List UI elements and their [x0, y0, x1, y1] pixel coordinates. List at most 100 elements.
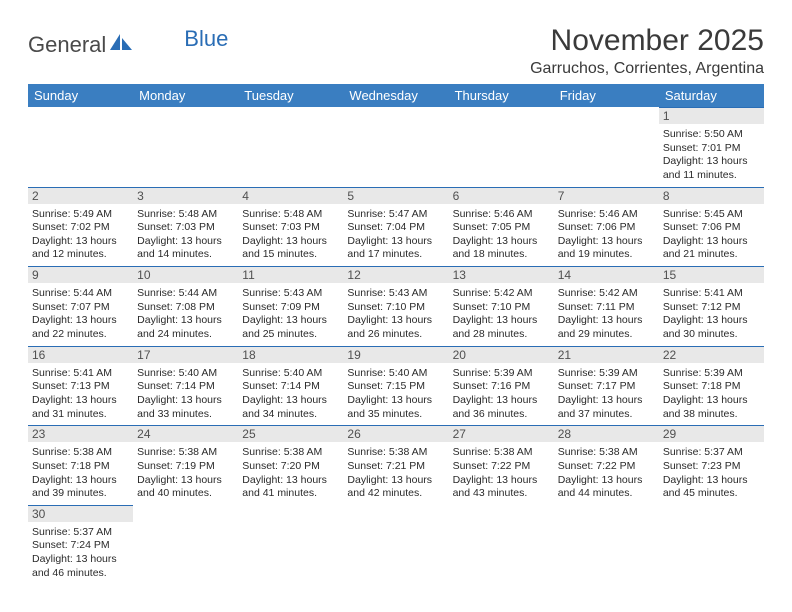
calendar-cell: 9 Sunrise: 5:44 AMSunset: 7:07 PMDaylight… [28, 266, 133, 346]
detail-line: Daylight: 13 hours [137, 314, 234, 328]
detail-line: Daylight: 13 hours [32, 235, 129, 249]
day-details: Sunrise: 5:45 AMSunset: 7:06 PMDaylight:… [659, 206, 764, 267]
detail-line: Sunrise: 5:47 AM [347, 208, 444, 222]
detail-line: and 29 minutes. [558, 328, 655, 342]
day-number: 29 [659, 425, 764, 442]
calendar-cell: 6Sunrise: 5:46 AMSunset: 7:05 PMDaylight… [449, 187, 554, 267]
detail-line: Sunset: 7:02 PM [32, 221, 129, 235]
detail-line: and 37 minutes. [558, 408, 655, 422]
calendar-cell [449, 107, 554, 187]
weekday-header: Tuesday [238, 84, 343, 107]
detail-line: and 14 minutes. [137, 248, 234, 262]
calendar-table: SundayMondayTuesdayWednesdayThursdayFrid… [28, 84, 764, 584]
calendar-cell [133, 107, 238, 187]
day-number: 27 [449, 425, 554, 442]
calendar-row: 1 Sunrise: 5:50 AMSunset: 7:01 PMDaylight… [28, 107, 764, 187]
detail-line: Daylight: 13 hours [347, 394, 444, 408]
location-text: Garruchos, Corrientes, Argentina [530, 60, 764, 78]
detail-line: and 12 minutes. [32, 248, 129, 262]
day-details: Sunrise: 5:44 AMSunset: 7:07 PMDaylight:… [28, 285, 133, 346]
detail-line: Daylight: 13 hours [663, 474, 760, 488]
day-number: 28 [554, 425, 659, 442]
detail-line: Daylight: 13 hours [242, 314, 339, 328]
detail-line: Daylight: 13 hours [137, 474, 234, 488]
detail-line: Sunrise: 5:44 AM [32, 287, 129, 301]
calendar-cell: 29 Sunrise: 5:37 AMSunset: 7:23 PMDayligh… [659, 425, 764, 505]
day-details: Sunrise: 5:50 AMSunset: 7:01 PMDaylight:… [659, 126, 764, 187]
detail-line: Sunrise: 5:43 AM [242, 287, 339, 301]
day-details: Sunrise: 5:38 AMSunset: 7:22 PMDaylight:… [449, 444, 554, 505]
detail-line: Daylight: 13 hours [347, 474, 444, 488]
day-details: Sunrise: 5:43 AMSunset: 7:09 PMDaylight:… [238, 285, 343, 346]
detail-line: Sunset: 7:21 PM [347, 460, 444, 474]
day-number: 17 [133, 346, 238, 363]
detail-line: Daylight: 13 hours [347, 314, 444, 328]
detail-line: Sunrise: 5:39 AM [558, 367, 655, 381]
detail-line: and 44 minutes. [558, 487, 655, 501]
sail-icon [108, 32, 134, 58]
day-number: 2 [28, 187, 133, 204]
page-container: GeneralBlue November 2025 Garruchos, Cor… [0, 0, 792, 584]
day-number: 24 [133, 425, 238, 442]
day-number: 14 [554, 266, 659, 283]
detail-line: Sunset: 7:24 PM [32, 539, 129, 553]
day-number: 21 [554, 346, 659, 363]
day-details: Sunrise: 5:39 AMSunset: 7:17 PMDaylight:… [554, 365, 659, 426]
detail-line: Sunrise: 5:43 AM [347, 287, 444, 301]
detail-line: Sunrise: 5:38 AM [347, 446, 444, 460]
calendar-cell: 11Sunrise: 5:43 AMSunset: 7:09 PMDayligh… [238, 266, 343, 346]
detail-line: Daylight: 13 hours [242, 474, 339, 488]
detail-line: and 31 minutes. [32, 408, 129, 422]
header: GeneralBlue November 2025 Garruchos, Cor… [28, 24, 764, 78]
day-number: 9 [28, 266, 133, 283]
weekday-header: Monday [133, 84, 238, 107]
calendar-cell: 19Sunrise: 5:40 AMSunset: 7:15 PMDayligh… [343, 346, 448, 426]
detail-line: and 30 minutes. [663, 328, 760, 342]
calendar-cell [659, 505, 764, 585]
calendar-cell: 7Sunrise: 5:46 AMSunset: 7:06 PMDaylight… [554, 187, 659, 267]
detail-line: Daylight: 13 hours [32, 553, 129, 567]
day-details: Sunrise: 5:48 AMSunset: 7:03 PMDaylight:… [133, 206, 238, 267]
calendar-row: 16Sunrise: 5:41 AMSunset: 7:13 PMDayligh… [28, 346, 764, 426]
detail-line: and 28 minutes. [453, 328, 550, 342]
detail-line: Sunrise: 5:37 AM [32, 526, 129, 540]
detail-line: Sunrise: 5:46 AM [558, 208, 655, 222]
calendar-cell [449, 505, 554, 585]
day-details: Sunrise: 5:43 AMSunset: 7:10 PMDaylight:… [343, 285, 448, 346]
day-number: 1 [659, 107, 764, 124]
calendar-cell [28, 107, 133, 187]
detail-line: Sunrise: 5:41 AM [32, 367, 129, 381]
detail-line: Sunset: 7:14 PM [137, 380, 234, 394]
calendar-cell: 12 Sunrise: 5:43 AMSunset: 7:10 PMDayligh… [343, 266, 448, 346]
detail-line: and 45 minutes. [663, 487, 760, 501]
day-details: Sunrise: 5:46 AMSunset: 7:06 PMDaylight:… [554, 206, 659, 267]
detail-line: Daylight: 13 hours [558, 394, 655, 408]
detail-line: and 15 minutes. [242, 248, 339, 262]
detail-line: Sunrise: 5:42 AM [558, 287, 655, 301]
day-details: Sunrise: 5:39 AMSunset: 7:18 PMDaylight:… [659, 365, 764, 426]
detail-line: Daylight: 13 hours [558, 235, 655, 249]
day-number: 12 [343, 266, 448, 283]
calendar-cell [238, 107, 343, 187]
detail-line: Daylight: 13 hours [453, 314, 550, 328]
detail-line: Sunrise: 5:37 AM [663, 446, 760, 460]
detail-line: Daylight: 13 hours [137, 394, 234, 408]
detail-line: Sunset: 7:14 PM [242, 380, 339, 394]
detail-line: Sunrise: 5:50 AM [663, 128, 760, 142]
calendar-cell: 24Sunrise: 5:38 AMSunset: 7:19 PMDayligh… [133, 425, 238, 505]
detail-line: Sunset: 7:13 PM [32, 380, 129, 394]
detail-line: Daylight: 13 hours [663, 235, 760, 249]
detail-line: and 33 minutes. [137, 408, 234, 422]
calendar-cell: 22Sunrise: 5:39 AMSunset: 7:18 PMDayligh… [659, 346, 764, 426]
calendar-cell: 18Sunrise: 5:40 AMSunset: 7:14 PMDayligh… [238, 346, 343, 426]
detail-line: Sunset: 7:22 PM [558, 460, 655, 474]
detail-line: and 26 minutes. [347, 328, 444, 342]
calendar-row: 2Sunrise: 5:49 AMSunset: 7:02 PMDaylight… [28, 187, 764, 267]
calendar-cell: 20Sunrise: 5:39 AMSunset: 7:16 PMDayligh… [449, 346, 554, 426]
detail-line: Sunset: 7:23 PM [663, 460, 760, 474]
detail-line: Sunset: 7:01 PM [663, 142, 760, 156]
day-details: Sunrise: 5:40 AMSunset: 7:15 PMDaylight:… [343, 365, 448, 426]
calendar-cell: 8Sunrise: 5:45 AMSunset: 7:06 PMDaylight… [659, 187, 764, 267]
detail-line: Sunrise: 5:41 AM [663, 287, 760, 301]
weekday-header: Wednesday [343, 84, 448, 107]
